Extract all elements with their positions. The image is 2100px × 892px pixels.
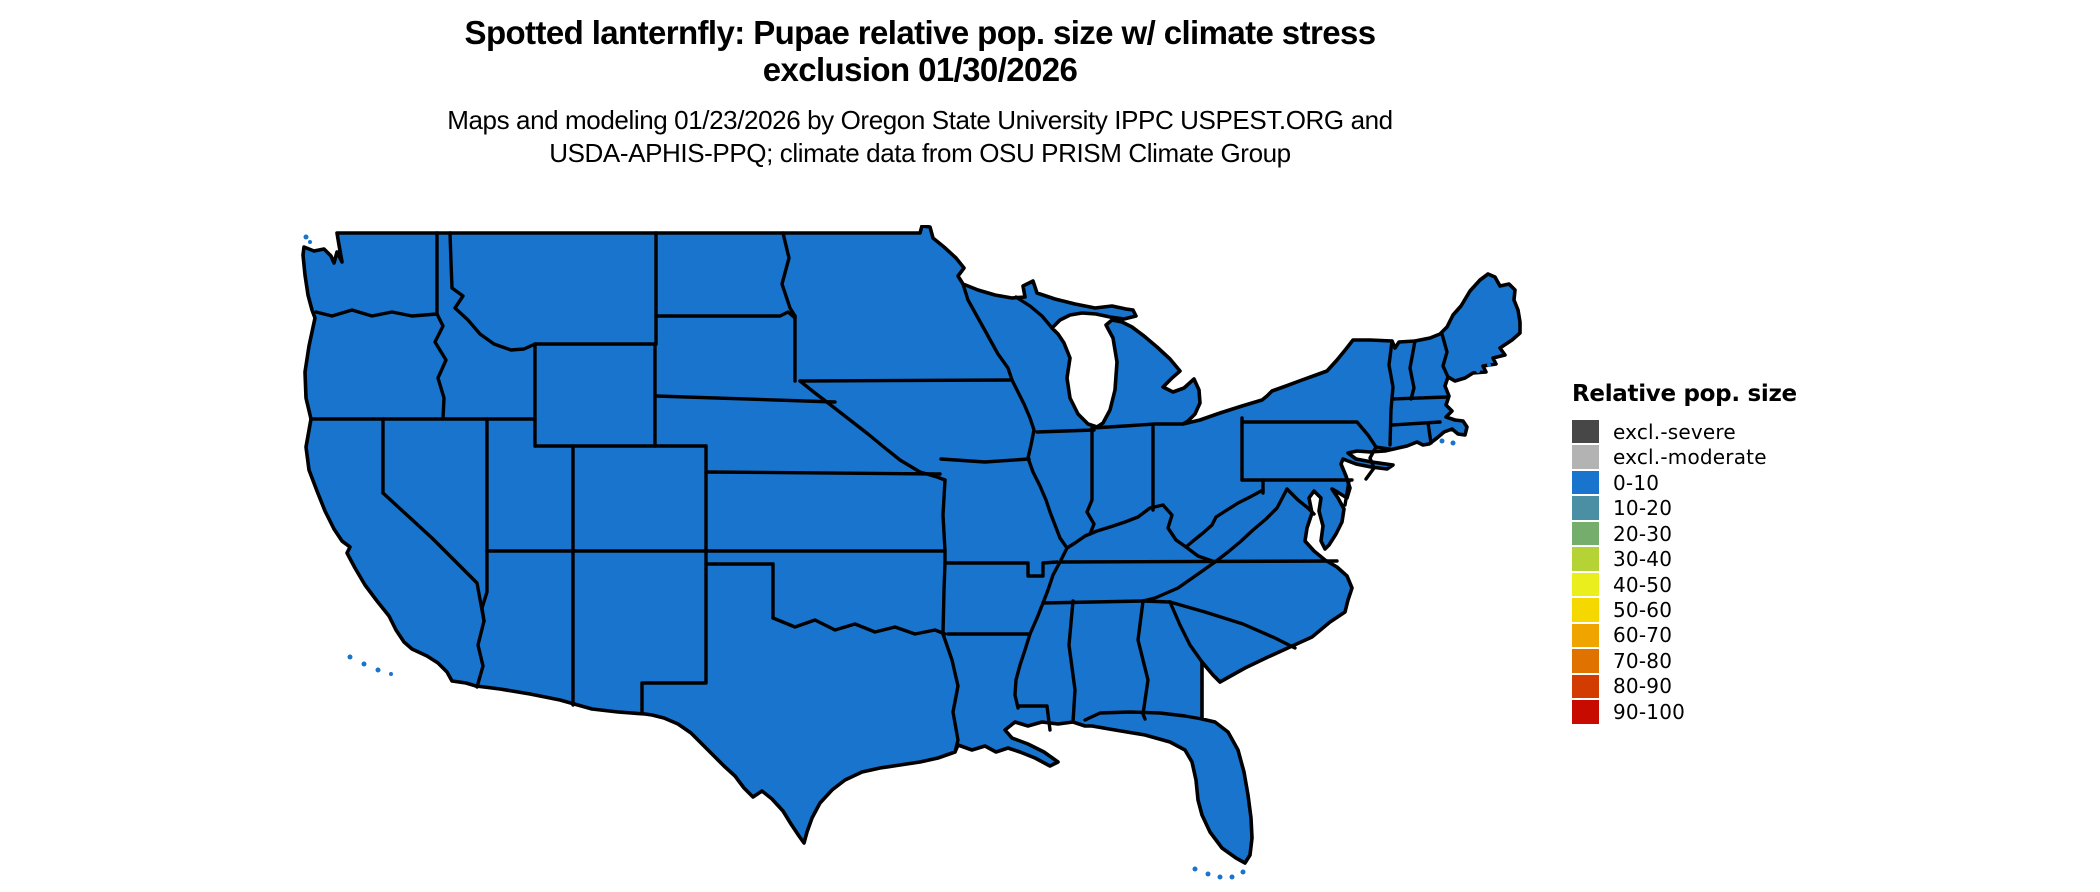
legend-item: 90-100 xyxy=(1572,699,1932,724)
title-line-1: Spotted lanternfly: Pupae relative pop. … xyxy=(464,14,1377,51)
legend-swatch xyxy=(1572,623,1599,648)
legend-label: 40-50 xyxy=(1613,572,1673,597)
lower48-landmass xyxy=(301,224,1522,865)
legend-label: 20-30 xyxy=(1613,521,1673,546)
legend-item: excl.-severe xyxy=(1572,419,1932,444)
legend-swatch xyxy=(1572,470,1599,495)
legend-item: 20-30 xyxy=(1572,521,1932,546)
us-map xyxy=(301,224,1522,880)
legend-label: 80-90 xyxy=(1613,674,1673,699)
title-line-2: exclusion 01/30/2026 xyxy=(762,51,1078,88)
legend-swatch xyxy=(1572,445,1599,469)
legend-items: excl.-severe excl.-moderate 0-10 10-20 20-30… xyxy=(1572,420,1932,724)
legend-swatch xyxy=(1572,420,1599,444)
legend-label: 70-80 xyxy=(1613,648,1673,673)
legend-label: excl.-moderate xyxy=(1613,445,1767,470)
legend-item: 40-50 xyxy=(1572,572,1932,597)
figure-title: Spotted lanternfly: Pupae relative pop. … xyxy=(0,14,1840,88)
legend-swatch xyxy=(1572,572,1599,597)
legend-label: 10-20 xyxy=(1613,496,1673,521)
coastal-islands xyxy=(303,234,1491,880)
legend-swatch xyxy=(1572,496,1599,520)
legend-item: 80-90 xyxy=(1572,674,1932,699)
legend-swatch xyxy=(1572,547,1599,571)
figure-header: Spotted lanternfly: Pupae relative pop. … xyxy=(0,14,1840,170)
legend-item: 30-40 xyxy=(1572,547,1932,572)
legend-label: 30-40 xyxy=(1613,547,1673,572)
legend-label: 0-10 xyxy=(1613,470,1660,495)
subtitle-line-1: Maps and modeling 01/23/2026 by Oregon S… xyxy=(447,105,1393,135)
figure-subtitle: Maps and modeling 01/23/2026 by Oregon S… xyxy=(0,104,1840,170)
legend-item: 10-20 xyxy=(1572,496,1932,521)
legend-item: 50-60 xyxy=(1572,597,1932,622)
legend-label: 60-70 xyxy=(1613,623,1673,648)
subtitle-line-2: USDA-APHIS-PPQ; climate data from OSU PR… xyxy=(549,138,1291,168)
legend-swatch xyxy=(1572,521,1599,546)
legend-item: excl.-moderate xyxy=(1572,445,1932,470)
legend-label: 90-100 xyxy=(1613,699,1686,724)
legend-label: excl.-severe xyxy=(1613,419,1736,444)
legend-item: 0-10 xyxy=(1572,470,1932,495)
us-map-container xyxy=(300,224,1530,890)
legend-item: 60-70 xyxy=(1572,623,1932,648)
state-borders xyxy=(309,231,1450,754)
map-legend: Relative pop. size excl.-severe excl.-mod… xyxy=(1572,381,1932,726)
legend-item: 70-80 xyxy=(1572,648,1932,673)
legend-title: Relative pop. size xyxy=(1572,381,1797,407)
legend-swatch xyxy=(1572,700,1599,724)
legend-label: 50-60 xyxy=(1613,597,1673,622)
legend-swatch xyxy=(1572,649,1599,673)
legend-swatch xyxy=(1572,598,1599,622)
legend-swatch xyxy=(1572,674,1599,699)
